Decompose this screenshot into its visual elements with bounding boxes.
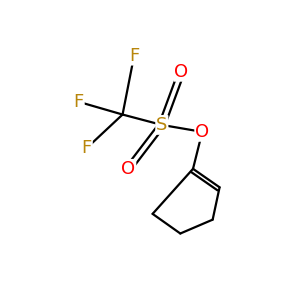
Text: F: F xyxy=(74,93,84,111)
Text: F: F xyxy=(129,46,139,64)
Text: S: S xyxy=(156,116,167,134)
Text: O: O xyxy=(121,160,135,178)
Text: F: F xyxy=(82,139,92,157)
Text: O: O xyxy=(174,63,188,81)
Text: O: O xyxy=(195,123,209,141)
